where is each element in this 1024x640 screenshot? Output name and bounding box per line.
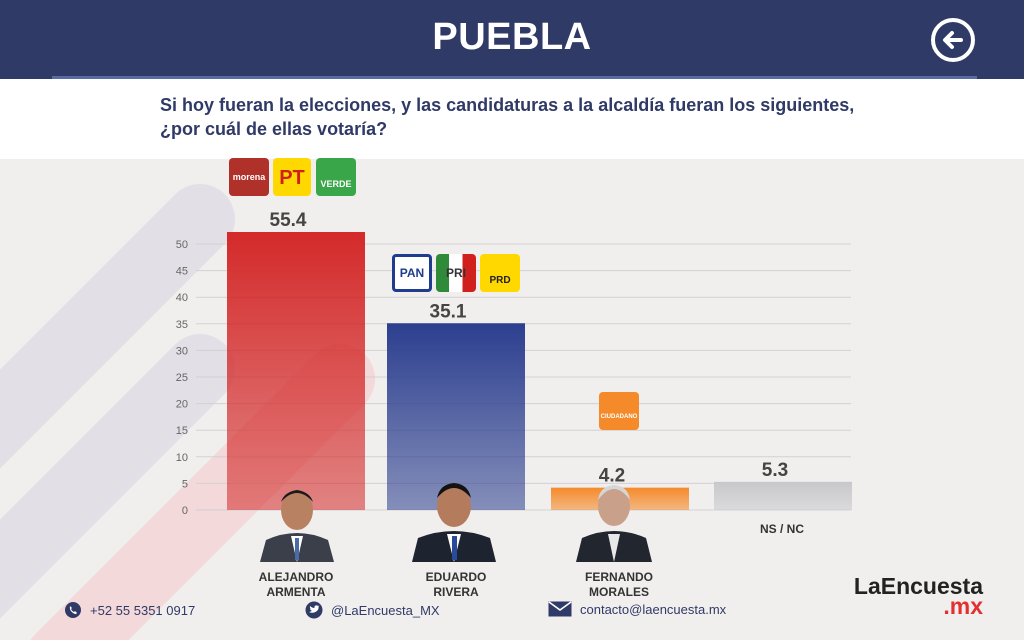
bar xyxy=(714,481,852,510)
candidate-last-name: MORALES xyxy=(589,585,649,599)
mail-icon xyxy=(548,601,572,617)
candidate-first-name: ALEJANDRO xyxy=(258,570,334,584)
candidate-photo-morales xyxy=(576,485,652,562)
y-tick-label: 5 xyxy=(182,478,188,490)
prd-logo: PRD xyxy=(480,254,520,292)
verde-logo: VERDE xyxy=(316,158,356,196)
whatsapp-icon xyxy=(65,602,81,618)
twitter-icon xyxy=(305,601,323,619)
footer-twitter-text: @LaEncuesta_MX xyxy=(331,602,440,618)
y-tick-label: 30 xyxy=(176,345,188,357)
survey-question-line-1: Si hoy fueran la elecciones, y las candi… xyxy=(160,95,855,115)
candidate-first-name: FERNANDO xyxy=(585,570,653,584)
candidate-first-name: NS / NC xyxy=(759,522,804,536)
y-tick-label: 50 xyxy=(176,239,188,251)
y-tick-label: 15 xyxy=(176,425,188,437)
morena-logo: morena xyxy=(229,158,269,196)
y-tick-label: 25 xyxy=(176,372,188,384)
footer-twitter[interactable]: @LaEncuesta_MX xyxy=(305,601,440,619)
bar-value-label: 35.1 xyxy=(430,301,467,322)
footer-email-text: contacto@laencuesta.mx xyxy=(580,601,727,617)
candidate-photo-armenta xyxy=(260,490,334,562)
footer-phone-text: +52 55 5351 0917 xyxy=(90,602,196,618)
survey-question: Si hoy fueran la elecciones, y las candi… xyxy=(160,93,880,141)
candidate-first-name: EDUARDO xyxy=(425,570,487,584)
arrow-left-icon xyxy=(943,31,963,49)
question-band xyxy=(0,79,1024,159)
y-tick-label: 20 xyxy=(176,399,188,411)
candidate-last-name: ARMENTA xyxy=(266,585,326,599)
bar xyxy=(387,323,525,510)
candidate-name-morales: FERNANDO MORALES xyxy=(559,570,679,600)
candidate-name-armenta: ALEJANDRO ARMENTA xyxy=(236,570,356,600)
pt-logo: PT xyxy=(273,158,311,196)
bar-value-label: 5.3 xyxy=(762,460,788,481)
survey-question-line-2: ¿por cuál de ellas votaría? xyxy=(160,119,388,139)
bar-value-label: 4.2 xyxy=(599,466,625,487)
y-tick-label: 45 xyxy=(176,266,188,278)
header-bar xyxy=(0,0,1024,79)
bar-value-label: 55.4 xyxy=(270,210,307,231)
brand-name: LaEncuesta xyxy=(853,573,983,599)
candidate-name-nsnc: NS / NC xyxy=(722,522,842,537)
header-underline xyxy=(52,76,977,79)
back-button[interactable] xyxy=(931,18,975,62)
y-tick-label: 0 xyxy=(182,505,188,517)
candidate-photo-rivera xyxy=(412,483,496,562)
pan-logo: PAN xyxy=(392,254,432,292)
footer-email[interactable]: contacto@laencuesta.mx xyxy=(548,601,726,617)
candidate-name-rivera: EDUARDO RIVERA xyxy=(396,570,516,600)
pri-logo: PRI xyxy=(436,254,476,292)
movimiento-ciudadano-logo: CIUDADANO xyxy=(599,392,639,430)
brand-suffix: .mx xyxy=(943,593,983,619)
candidate-last-name: RIVERA xyxy=(433,585,479,599)
bar xyxy=(227,232,365,510)
y-tick-label: 40 xyxy=(176,292,188,304)
y-tick-label: 10 xyxy=(176,452,188,464)
y-tick-label: 35 xyxy=(176,319,188,331)
brand-logo: LaEncuesta .mx xyxy=(843,573,983,619)
page-title: PUEBLA xyxy=(432,16,592,58)
footer-phone[interactable]: +52 55 5351 0917 xyxy=(64,601,195,619)
